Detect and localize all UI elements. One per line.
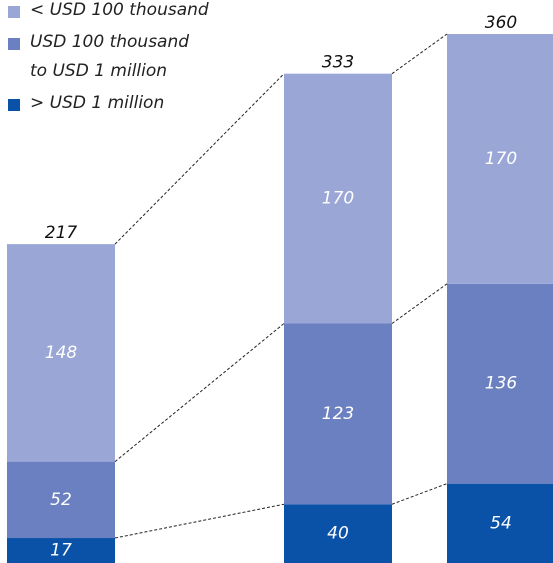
value-label: 148 bbox=[45, 343, 78, 363]
value-label: 170 bbox=[485, 149, 517, 169]
bar-segment bbox=[447, 483, 553, 563]
total-label: 360 bbox=[485, 13, 517, 33]
bar-segment bbox=[447, 34, 553, 284]
value-label: 170 bbox=[322, 189, 354, 209]
total-label: 217 bbox=[45, 223, 78, 243]
connector bbox=[114, 323, 285, 462]
legend-label: > USD 1 million bbox=[30, 93, 165, 113]
legend-label: < USD 100 thousand bbox=[30, 0, 209, 20]
bar-segment bbox=[284, 73, 392, 324]
value-label: 17 bbox=[50, 541, 72, 561]
value-label: 136 bbox=[485, 374, 518, 394]
bar-segment bbox=[284, 323, 392, 505]
value-label: 123 bbox=[322, 404, 354, 424]
value-label: 40 bbox=[327, 524, 349, 544]
legend-swatch bbox=[8, 6, 20, 18]
bar-segment bbox=[7, 461, 115, 539]
bar-segment bbox=[447, 283, 553, 484]
legend-item: > USD 1 million bbox=[8, 93, 209, 118]
connector bbox=[114, 503, 285, 539]
total-label: 333 bbox=[322, 53, 354, 73]
connector bbox=[114, 73, 285, 245]
legend-item: < USD 100 thousand bbox=[8, 0, 209, 25]
legend-item: USD 100 thousand to USD 1 million bbox=[8, 32, 209, 86]
connector bbox=[391, 483, 448, 505]
bar-segment bbox=[284, 504, 392, 563]
connector bbox=[391, 33, 448, 75]
legend-swatch bbox=[8, 38, 20, 50]
legend-label: USD 100 thousand to USD 1 million bbox=[30, 32, 190, 81]
bar-segment bbox=[7, 244, 115, 462]
legend: < USD 100 thousand USD 100 thousand to US… bbox=[8, 0, 209, 127]
legend-swatch bbox=[8, 99, 20, 111]
bar-segment bbox=[7, 538, 115, 563]
value-label: 54 bbox=[490, 513, 512, 533]
connector bbox=[391, 283, 448, 324]
value-label: 52 bbox=[50, 490, 72, 510]
